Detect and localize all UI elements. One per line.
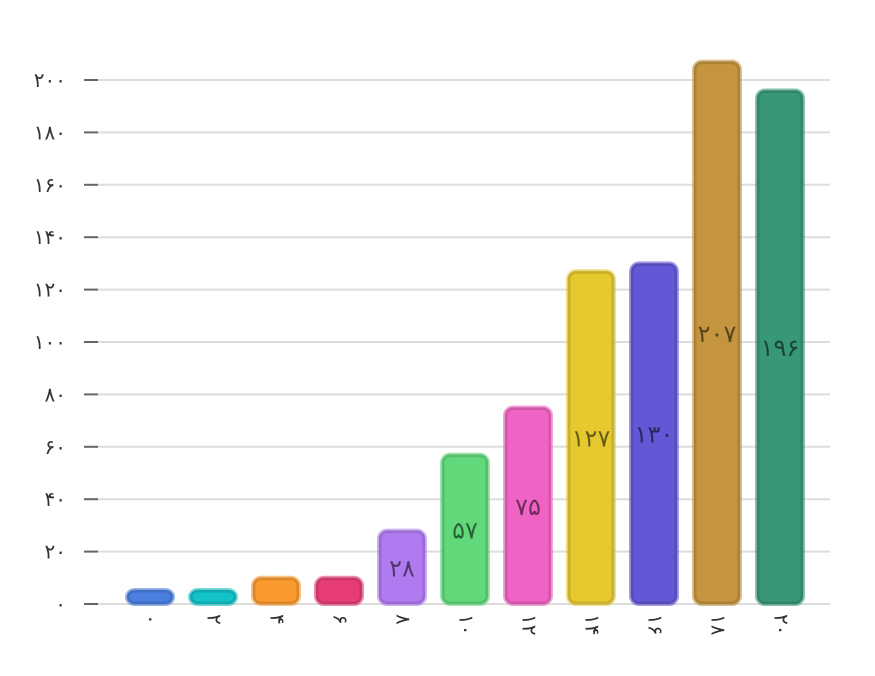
x-tick-label: ۱۰ — [455, 614, 479, 635]
y-tick-label: ۶۰ — [45, 435, 66, 459]
bar — [377, 528, 427, 607]
bar — [314, 575, 364, 606]
y-tick-label: ۸۰ — [45, 382, 66, 406]
y-tick-label: ۱۶۰ — [34, 173, 66, 197]
bar — [440, 452, 490, 606]
bar-outline — [189, 589, 237, 605]
bar-outline — [315, 577, 363, 605]
x-tick-label: ۶ — [329, 614, 353, 625]
data-label: ۷۵ — [515, 493, 541, 521]
bar — [755, 88, 805, 607]
y-tick-label: ۱۰۰ — [34, 330, 66, 354]
bar-outline — [630, 262, 678, 605]
data-label: ۲۸ — [389, 554, 415, 582]
x-tick-label: ۱۸ — [707, 614, 731, 636]
y-tick-label: ۱۴۰ — [34, 225, 66, 249]
x-tick-label: ۲۰ — [770, 614, 794, 635]
y-tick-label: ۴۰ — [45, 487, 66, 511]
bars: ۲۸ ۵۷ ۷۵ ۱۲۷ ۱۳۰ ۲۰۷ ۱۹۶ — [125, 59, 805, 607]
x-tick-label: ۱۲ — [518, 614, 542, 635]
x-tick-label: ۰ — [140, 614, 164, 625]
bar-outline — [504, 407, 552, 605]
x-tick-label: ۸ — [392, 614, 416, 625]
y-tick-label: ۱۸۰ — [34, 120, 66, 144]
bar-outline — [126, 589, 174, 605]
x-axis: ۰ ۲ ۴ ۶ ۸ ۱۰ ۱۲ ۱۴ ۱۶ ۱۸ ۲۰ — [140, 614, 794, 636]
y-axis: ۰ ۲۰ ۴۰ ۶۰ ۸۰ ۱۰۰ ۱۲۰ ۱۴۰ ۱۶۰ ۱۸۰ ۲۰۰ — [34, 68, 98, 616]
data-label: ۱۲۷ — [572, 425, 611, 453]
y-tick-label: ۲۰ — [45, 540, 66, 564]
bar — [629, 261, 679, 606]
y-tick-label: ۲۰۰ — [34, 68, 66, 92]
data-label: ۱۳۰ — [635, 421, 674, 449]
bar-outline — [252, 577, 300, 605]
bar — [503, 405, 553, 606]
bar-outline — [756, 89, 804, 605]
bar — [692, 59, 742, 607]
x-tick-label: ۴ — [266, 614, 290, 625]
bar — [251, 575, 301, 606]
bar — [566, 269, 616, 606]
bar-outline — [567, 270, 615, 605]
x-tick-label: ۱۴ — [581, 614, 605, 635]
data-label: ۲۰۷ — [698, 320, 737, 348]
bar — [188, 588, 238, 606]
bar — [125, 588, 175, 606]
x-tick-label: ۱۶ — [644, 614, 668, 635]
x-tick-label: ۲ — [203, 614, 227, 625]
data-label: ۵۷ — [452, 516, 478, 544]
y-tick-label: ۱۲۰ — [34, 278, 66, 302]
bar-outline — [693, 61, 741, 605]
data-label: ۱۹۶ — [761, 334, 800, 362]
bar-outline — [378, 530, 426, 605]
y-tick-label: ۰ — [55, 592, 66, 616]
bar-outline — [441, 454, 489, 605]
